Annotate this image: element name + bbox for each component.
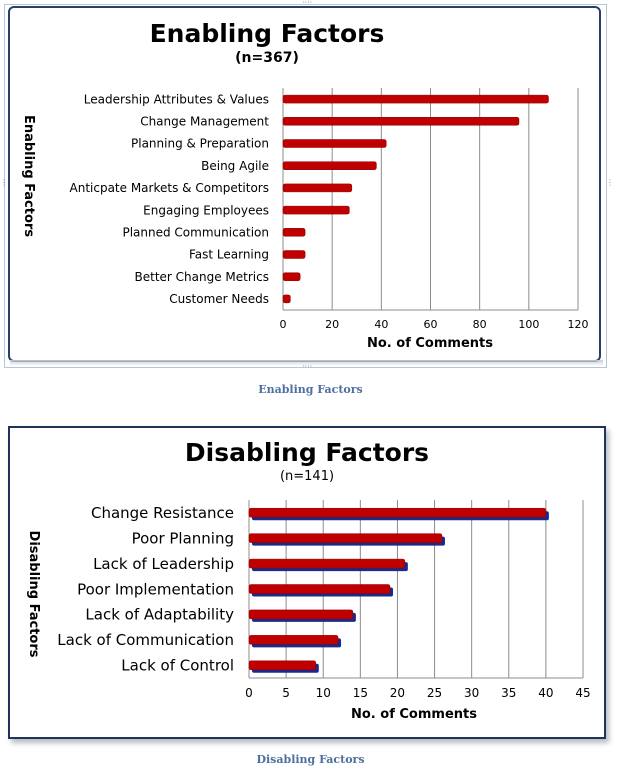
chart1-x-tick-label: 120 (568, 318, 589, 331)
resize-handle-left[interactable]: ⋮ (0, 178, 8, 187)
chart2-x-tick-label: 10 (316, 686, 331, 700)
chart2-x-axis-label: No. of Comments (351, 707, 477, 722)
chart2-bar (248, 558, 406, 569)
chart1-bar (282, 250, 306, 259)
chart1-category-label: Anticpate Markets & Competitors (70, 181, 270, 195)
chart1-bar (282, 117, 520, 126)
chart1-category-label: Engaging Employees (143, 203, 269, 217)
chart2-border (8, 426, 606, 739)
chart2-bar (248, 660, 317, 671)
chart1-category-label: Customer Needs (169, 292, 269, 306)
chart1-category-label: Change Management (140, 115, 269, 129)
chart1-x-tick-label: 80 (473, 318, 487, 331)
chart1-title: Enabling Factors (150, 19, 385, 48)
chart2-category-label: Poor Implementation (77, 580, 234, 598)
chart2-caption: Disabling Factors (256, 753, 365, 766)
chart1-bar (282, 161, 377, 170)
chart2-x-tick-label: 0 (245, 686, 253, 700)
chart2-x-tick-label: 25 (427, 686, 442, 700)
chart1-x-tick-label: 60 (424, 318, 438, 331)
chart2-category-label: Lack of Leadership (93, 555, 234, 573)
chart2-subtitle: (n=141) (280, 469, 334, 484)
chart2-bar (248, 584, 391, 594)
chart1-x-tick-label: 20 (325, 318, 339, 331)
chart2-bar (248, 533, 443, 543)
chart2-bar (248, 609, 354, 620)
resize-handle-top[interactable]: ···· (302, 0, 313, 7)
chart2-x-tick-label: 45 (575, 686, 590, 700)
chart1-category-label: Leadership Attributes & Values (84, 92, 269, 106)
chart2-x-tick-label: 30 (464, 686, 479, 700)
chart1-bar (282, 228, 306, 237)
chart1-x-tick-label: 0 (280, 318, 287, 331)
chart1-bar (282, 294, 291, 304)
chart1-bar (282, 94, 549, 104)
chart2-x-tick-label: 40 (538, 686, 553, 700)
chart2-category-label: Change Resistance (91, 504, 234, 522)
chart1-x-tick-label: 40 (374, 318, 388, 331)
resize-handle-right[interactable]: ⋮ (606, 178, 614, 187)
chart2-category-label: Poor Planning (132, 529, 234, 547)
chart2-title: Disabling Factors (185, 438, 429, 467)
chart2-bar (248, 507, 547, 518)
resize-handle-bottom[interactable]: ···· (302, 362, 313, 371)
chart1-bar (282, 205, 350, 215)
chart1-bar (282, 272, 301, 281)
chart1-bar (282, 139, 387, 148)
chart1-caption: Enabling Factors (258, 383, 363, 396)
chart1-bar (282, 183, 353, 193)
chart2-category-label: Lack of Communication (57, 631, 234, 649)
chart1-subtitle: (n=367) (235, 50, 299, 66)
chart2-category-label: Lack of Adaptability (85, 606, 234, 624)
chart2-x-tick-label: 35 (501, 686, 516, 700)
chart1-category-label: Being Agile (201, 159, 269, 173)
chart2-category-label: Lack of Control (121, 657, 234, 675)
chart1-x-tick-label: 100 (518, 318, 539, 331)
chart1-x-axis-label: No. of Comments (367, 336, 493, 351)
chart2-x-tick-label: 20 (390, 686, 405, 700)
chart1-category-label: Better Change Metrics (135, 270, 269, 284)
chart1-category-label: Fast Learning (189, 248, 269, 262)
chart1-shadow (10, 360, 603, 366)
chart1-category-label: Planning & Preparation (131, 137, 269, 151)
chart2-x-tick-label: 5 (282, 686, 290, 700)
chart1-category-label: Planned Communication (122, 226, 269, 240)
chart1-y-axis-label: Enabling Factors (21, 115, 36, 237)
chart2-x-tick-label: 15 (353, 686, 368, 700)
chart2-y-axis-label: Disabling Factors (26, 531, 41, 658)
chart2-bar (248, 635, 339, 645)
